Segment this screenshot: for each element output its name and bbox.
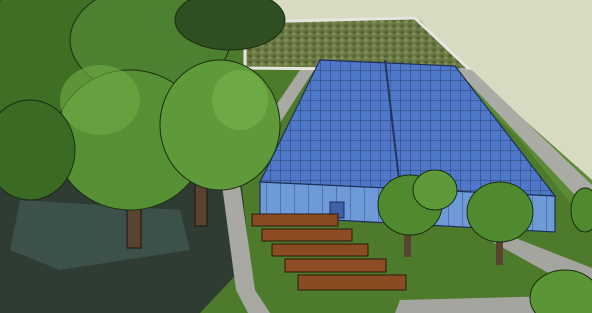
scene [0, 0, 592, 313]
bed [285, 259, 386, 272]
page: (() => { const data = JSON.parse(documen… [0, 0, 592, 313]
tree-highlight [212, 70, 268, 130]
tree-crown [467, 182, 533, 242]
tree-crown [413, 170, 457, 210]
bed [252, 214, 338, 226]
bed [272, 244, 368, 256]
tree-highlight [60, 65, 140, 135]
bed [262, 229, 352, 241]
bed [298, 275, 406, 290]
